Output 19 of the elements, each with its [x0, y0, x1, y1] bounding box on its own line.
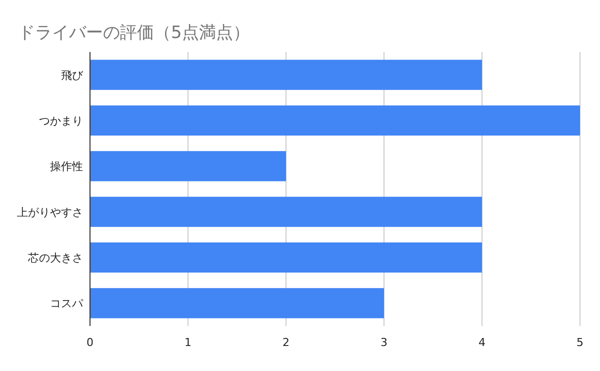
- x-tick-label: 0: [86, 336, 94, 349]
- chart-title: ドライバーの評価（5点満点）: [18, 23, 250, 43]
- x-tick-label: 5: [576, 336, 584, 349]
- bar: [90, 288, 384, 318]
- y-tick-label: 飛び: [61, 68, 84, 82]
- bar: [90, 60, 482, 90]
- y-tick-label: つかまり: [39, 114, 83, 128]
- x-tick-label: 3: [380, 336, 388, 349]
- y-tick-label: 上がりやすさ: [17, 206, 83, 219]
- x-tick-label: 2: [282, 336, 290, 349]
- y-tick-label: 芯の大きさ: [27, 252, 83, 264]
- x-tick-label: 4: [478, 336, 486, 349]
- bar: [90, 151, 286, 182]
- bar: [90, 196, 482, 227]
- y-tick-label: 操作性: [50, 160, 83, 174]
- y-tick-label: コスパ: [50, 297, 84, 310]
- bar: [90, 105, 580, 136]
- x-tick-label: 1: [184, 336, 192, 349]
- bar: [90, 242, 482, 273]
